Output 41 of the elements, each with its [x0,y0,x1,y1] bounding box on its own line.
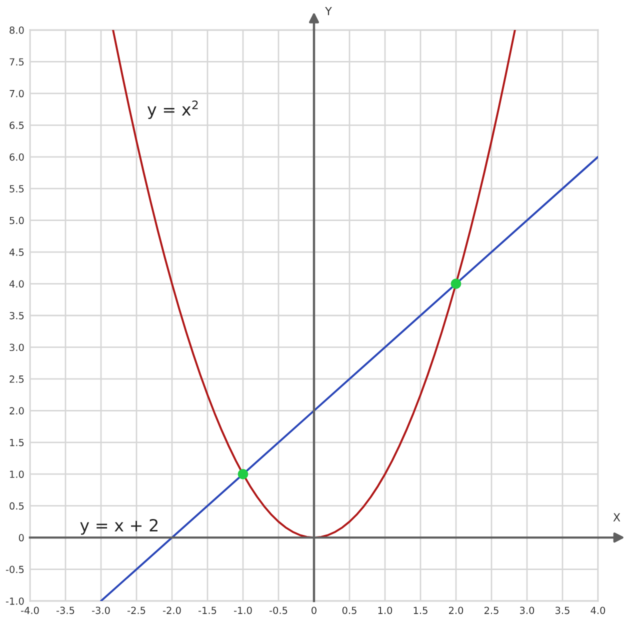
x-tick-label: 1.0 [378,606,392,614]
y-tick-label: 7.0 [10,90,24,98]
y-tick-label: 3.0 [10,344,24,352]
x-axis-title: X [613,513,620,522]
series-label: y = x + 2 [80,518,158,535]
y-tick-label: 0.5 [10,502,24,510]
x-tick-label: -1.0 [234,606,252,614]
y-tick-label: 2.0 [10,407,24,414]
x-tick-label: 1.5 [414,606,428,614]
x-tick-label: -2.0 [162,606,181,614]
x-tick-label: -1.5 [198,606,216,614]
x-tick-label: 4.0 [590,606,606,614]
y-tick-label: 5.0 [10,216,24,224]
y-tick-label: 6.5 [10,122,24,129]
x-tick-label: 3.5 [556,606,570,614]
y-tick-label: 4.0 [9,280,24,288]
x-tick-label: -4.0 [20,606,39,614]
series-label: y = x$^{2}$ [148,100,198,119]
y-axis-title: Y [325,6,332,16]
x-tick-label: 2.0 [448,606,464,614]
x-tick-label: -3.5 [56,606,74,614]
x-tick-label: -3.0 [92,606,110,614]
y-tick-label: 5.5 [10,185,24,192]
x-tick-label: 0 [312,606,316,614]
y-tick-label: 4.5 [9,248,24,256]
y-tick-label: -0.5 [6,566,24,574]
y-tick-label: 2.5 [10,375,24,383]
y-tick-label: 0 [18,534,24,542]
y-tick-label: -1.0 [6,597,24,605]
y-tick-label: 1.5 [10,438,24,446]
y-tick-label: 6.0 [10,153,24,161]
x-tick-label: 3.0 [520,606,534,614]
x-tick-label: -0.5 [269,606,288,614]
line-series [112,30,516,539]
y-tick-label: 7.5 [10,58,24,66]
y-tick-label: 8.0 [10,26,24,34]
y-tick-label: 3.5 [10,312,24,320]
x-tick-label: -2.5 [127,606,146,614]
x-tick-label: 0.5 [342,606,356,614]
x-tick-label: 2.5 [484,606,498,614]
y-tick-label: 1.0 [10,470,24,478]
